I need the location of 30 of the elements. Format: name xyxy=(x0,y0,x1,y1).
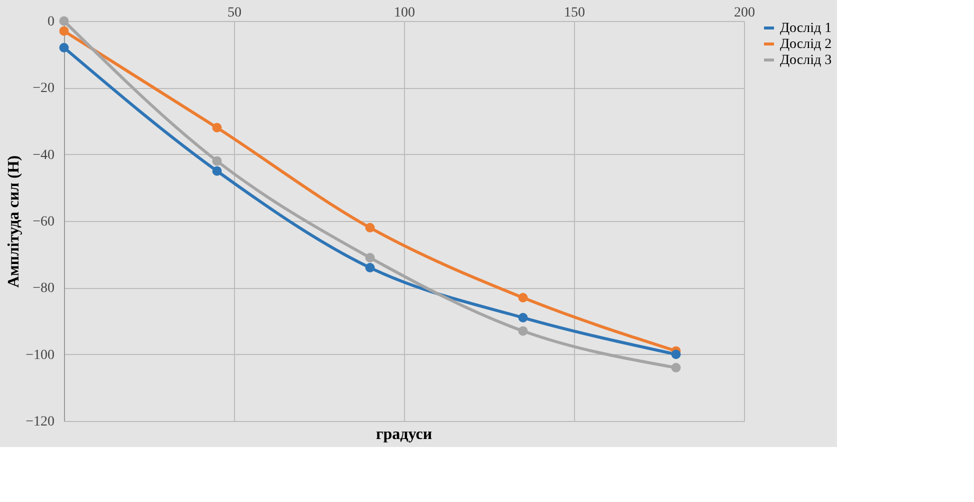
point xyxy=(212,166,222,176)
point xyxy=(212,156,222,166)
legend-label: Дослід 2 xyxy=(780,37,832,52)
x-axis-title: градуси xyxy=(376,426,432,443)
point xyxy=(59,26,69,36)
point xyxy=(518,312,528,322)
legend-label: Дослід 3 xyxy=(780,53,832,68)
y-tick-label: −120 xyxy=(26,414,54,430)
legend-label: Дослід 1 xyxy=(780,21,832,36)
point xyxy=(212,122,222,132)
y-tick-label: 0 xyxy=(48,14,54,30)
point xyxy=(671,362,681,372)
y-axis-title: Амплітуда сил (Н) xyxy=(6,155,23,288)
x-tick-label: 50 xyxy=(228,6,242,20)
y-tick-label: −100 xyxy=(26,348,54,363)
point xyxy=(59,42,69,52)
y-tick-label: −40 xyxy=(32,148,54,163)
point xyxy=(59,16,69,26)
point xyxy=(365,252,375,262)
point xyxy=(671,350,681,360)
point xyxy=(518,326,528,336)
x-tick-label: 150 xyxy=(564,6,585,20)
y-tick-label: −20 xyxy=(32,81,54,96)
x-tick-label: 100 xyxy=(394,6,415,20)
x-tick-label: 200 xyxy=(734,6,755,20)
y-tick-label: −60 xyxy=(32,214,54,230)
point xyxy=(365,222,375,232)
y-tick-label: −80 xyxy=(32,281,54,296)
point xyxy=(518,292,528,302)
point xyxy=(365,262,375,272)
